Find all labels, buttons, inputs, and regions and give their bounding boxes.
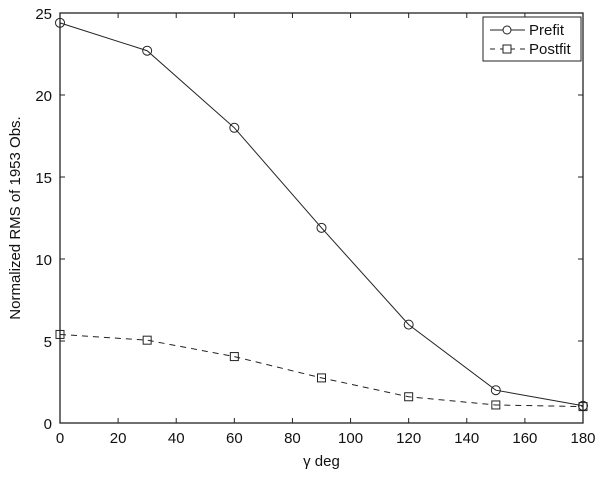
y-axis-label: Normalized RMS of 1953 Obs. <box>7 116 24 319</box>
prefit-marker <box>403 319 414 330</box>
legend-marker <box>502 44 512 54</box>
y-tick-label: 15 <box>35 170 52 187</box>
postfit-marker <box>404 392 414 402</box>
postfit-marker <box>317 373 326 383</box>
postfit-line <box>59 333 584 408</box>
legend-label: Postfit <box>529 41 572 58</box>
prefit-line <box>59 22 584 407</box>
y-tick-label: 20 <box>35 88 52 105</box>
y-tick-label: 5 <box>44 334 52 351</box>
x-tick-label: 60 <box>226 430 243 447</box>
x-tick-label: 40 <box>168 430 185 447</box>
legend-marker <box>502 25 512 35</box>
x-tick-label: 20 <box>110 430 127 447</box>
y-tick-label: 0 <box>44 416 52 433</box>
postfit-marker <box>491 400 501 410</box>
x-tick-label: 180 <box>570 430 595 447</box>
prefit-marker <box>229 122 240 133</box>
plot-frame <box>59 12 584 424</box>
x-tick-label: 140 <box>454 430 479 447</box>
postfit-marker <box>578 402 588 412</box>
postfit-marker <box>142 335 152 345</box>
postfit-marker <box>229 352 239 362</box>
x-tick-label: 0 <box>56 430 64 447</box>
x-tick-label: 80 <box>284 430 301 447</box>
prefit-marker <box>55 17 65 28</box>
prefit-marker <box>316 222 327 233</box>
x-tick-label: 160 <box>512 430 537 447</box>
legend-box <box>482 16 582 62</box>
prefit-marker <box>490 385 501 396</box>
postfit-marker <box>55 329 65 339</box>
x-tick-label: 120 <box>396 430 421 447</box>
x-axis-label: γ deg <box>303 453 340 470</box>
legend-label: Prefit <box>529 22 565 39</box>
y-tick-label: 10 <box>35 252 52 269</box>
y-tick-label: 25 <box>35 6 52 23</box>
x-tick-label: 100 <box>338 430 363 447</box>
prefit-marker <box>142 45 153 56</box>
